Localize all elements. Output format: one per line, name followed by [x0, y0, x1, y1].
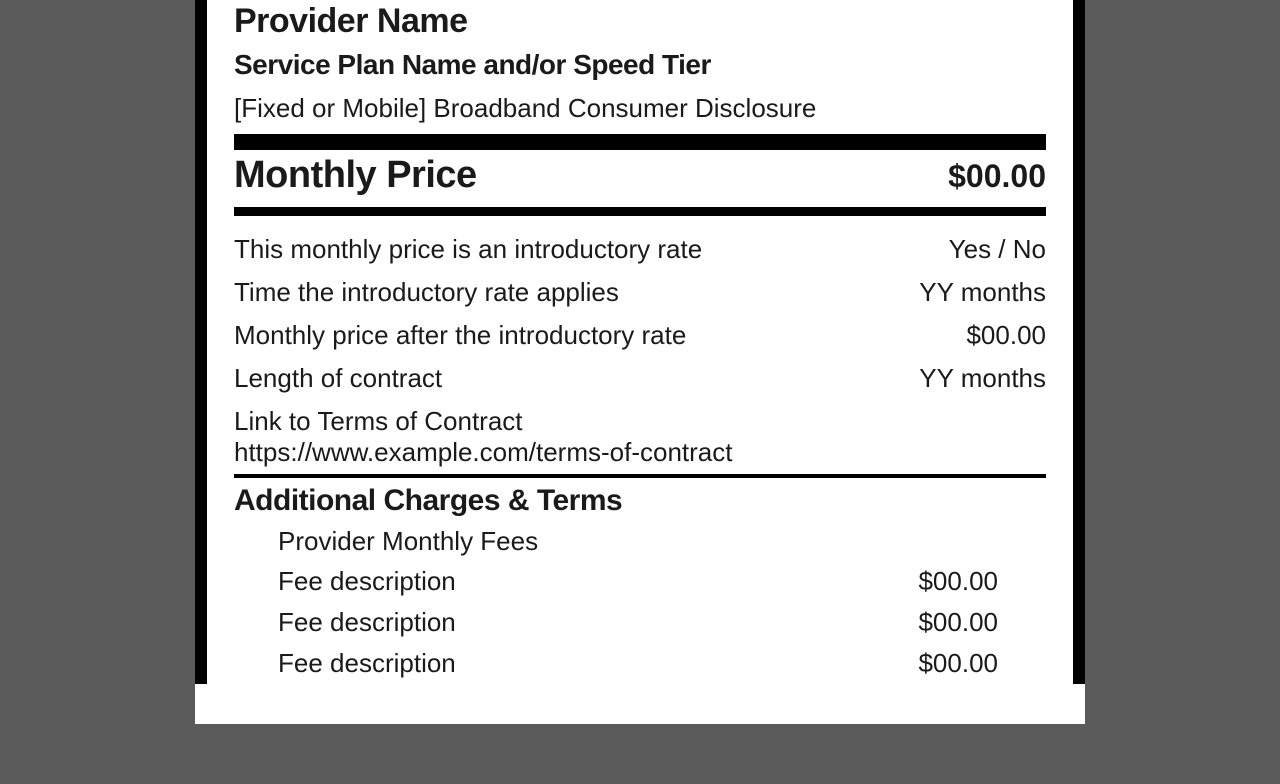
- terms-link-url[interactable]: https://www.example.com/terms-of-contrac…: [234, 437, 1046, 468]
- intro-duration-value: YY months: [919, 277, 1046, 308]
- contract-length-row: Length of contract YY months: [234, 357, 1046, 400]
- terms-link-block: Link to Terms of Contract https://www.ex…: [234, 400, 1046, 474]
- fee-label: Fee description: [278, 566, 456, 597]
- monthly-price-label: Monthly Price: [234, 154, 477, 197]
- post-intro-price-value: $00.00: [966, 320, 1046, 351]
- pricing-details-section: This monthly price is an introductory ra…: [234, 216, 1046, 474]
- rule-thick-top: [234, 134, 1046, 150]
- fee-value: $00.00: [918, 607, 1046, 638]
- intro-duration-row: Time the introductory rate applies YY mo…: [234, 271, 1046, 314]
- fee-label: Fee description: [278, 607, 456, 638]
- intro-rate-label: This monthly price is an introductory ra…: [234, 234, 702, 265]
- label-border: Broadband Facts Provider Name Service Pl…: [195, 0, 1085, 684]
- post-intro-price-row: Monthly price after the introductory rat…: [234, 314, 1046, 357]
- fee-value: $00.00: [918, 566, 1046, 597]
- intro-rate-value: Yes / No: [949, 234, 1046, 265]
- fee-row: Fee description $00.00: [234, 643, 1046, 684]
- intro-rate-row: This monthly price is an introductory ra…: [234, 228, 1046, 271]
- broadband-label-card: Broadband Facts Provider Name Service Pl…: [195, 0, 1085, 724]
- fee-row: Fee description $00.00: [234, 561, 1046, 602]
- provider-monthly-fees-label: Provider Monthly Fees: [234, 522, 1046, 561]
- contract-length-value: YY months: [919, 363, 1046, 394]
- intro-duration-label: Time the introductory rate applies: [234, 277, 619, 308]
- fee-row: Fee description $00.00: [234, 602, 1046, 643]
- disclosure-text: [Fixed or Mobile] Broadband Consumer Dis…: [234, 93, 1046, 124]
- contract-length-label: Length of contract: [234, 363, 442, 394]
- service-plan-name: Service Plan Name and/or Speed Tier: [234, 49, 1046, 81]
- post-intro-price-label: Monthly price after the introductory rat…: [234, 320, 686, 351]
- fee-value: $00.00: [918, 648, 1046, 679]
- provider-name: Provider Name: [234, 2, 1046, 41]
- fee-label: Fee description: [278, 648, 456, 679]
- rule-under-price: [234, 207, 1046, 216]
- terms-link-label: Link to Terms of Contract: [234, 406, 1046, 437]
- monthly-price-row: Monthly Price $00.00: [234, 150, 1046, 207]
- additional-charges-header: Additional Charges & Terms: [234, 478, 1046, 522]
- monthly-price-value: $00.00: [948, 158, 1046, 195]
